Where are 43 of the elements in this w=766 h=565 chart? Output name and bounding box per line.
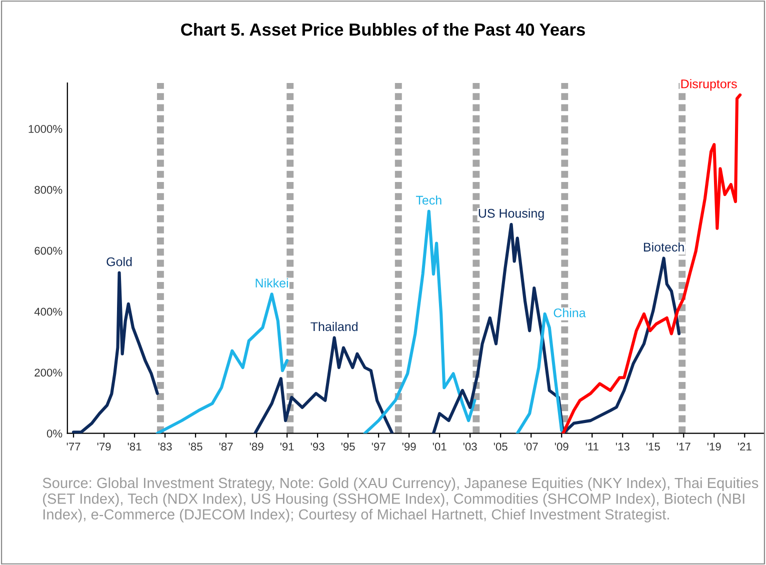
x-tick-label: '01 [432, 442, 446, 451]
source-note: Source: Global Investment Strategy, Note: Gold (XAU Currency), Japanese Equities (NKY Index), Thai Equities (SET Index), Tech (NDX Index), US Housing (SSHOME Index), Commodities (SHCOMP Index), Biotech (NBI Index), e-Commerce (DJECOM Index); Courtesy of Michael Hartnett, Chief Investment Strategist. [42, 477, 758, 522]
series-label: Thailand [310, 322, 358, 332]
y-tick-label: 400% [34, 308, 62, 316]
x-tick-label: '77 [66, 442, 80, 450]
series-label: Nikkei [256, 278, 288, 288]
x-tick-label: '05 [494, 442, 508, 451]
series-label: Biotech [644, 242, 684, 252]
x-tick-label: '89 [250, 442, 264, 451]
x-tick-label: '13 [616, 442, 630, 451]
x-tick-label: '19 [707, 442, 721, 451]
x-tick-label: '99 [402, 442, 416, 451]
x-tick-label: '17 [676, 442, 690, 450]
x-tick-label: '07 [524, 442, 538, 451]
x-tick-label: '11 [586, 442, 598, 450]
x-tick-label: '09 [554, 442, 568, 451]
line-series [363, 210, 476, 434]
x-tick-label: '93 [310, 442, 324, 451]
series-label: US Housing [478, 208, 544, 220]
x-tick-label: '87 [219, 442, 233, 451]
series-label: Gold [106, 257, 132, 266]
x-tick-label: '83 [158, 442, 172, 451]
y-tick-label: 0% [46, 430, 62, 438]
x-tick-label: '91 [280, 442, 294, 451]
x-tick-label: '79 [97, 442, 111, 451]
x-tick-label: '15 [646, 442, 660, 451]
x-tick-label: '95 [341, 442, 355, 451]
series-label: China [554, 308, 586, 318]
y-tick-label: 600% [34, 246, 62, 255]
line-series [72, 271, 159, 434]
line-series [253, 336, 394, 434]
line-series [156, 292, 289, 434]
x-tick-label: '03 [463, 442, 477, 451]
x-tick-label: '97 [372, 442, 386, 451]
y-tick-label: 1000% [28, 125, 62, 133]
x-tick-label: '85 [188, 442, 202, 451]
x-tick-label: '81 [128, 442, 142, 451]
x-tick-label: '21 [738, 442, 752, 450]
series-label: Tech [416, 195, 442, 205]
series-label: Disruptors [681, 79, 737, 91]
y-tick-label: 200% [34, 368, 62, 377]
chart-title: Chart 5. Asset Price Bubbles of the Past 40 Years [181, 22, 585, 36]
y-tick-label: 800% [34, 186, 62, 194]
